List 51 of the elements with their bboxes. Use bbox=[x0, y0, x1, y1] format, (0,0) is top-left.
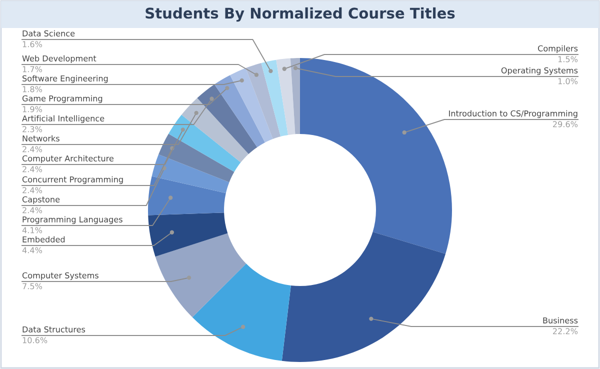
slice-label: Capstone bbox=[22, 196, 60, 204]
donut-slice bbox=[261, 60, 288, 137]
slice-label: Business bbox=[543, 317, 578, 324]
donut-slice bbox=[276, 58, 296, 135]
data-label: 1.5% bbox=[558, 56, 578, 62]
data-label: 22.2% bbox=[553, 328, 578, 334]
donut-slice bbox=[148, 212, 228, 257]
slice-label: Embedded bbox=[22, 236, 65, 242]
data-label: 1.9% bbox=[22, 106, 42, 112]
slice-label: Compilers bbox=[538, 45, 578, 53]
slice-label: Data Science bbox=[22, 30, 75, 36]
donut-slice bbox=[230, 68, 273, 143]
donut-slice bbox=[158, 134, 234, 182]
data-label: 2.4% bbox=[22, 146, 42, 152]
data-label: 1.7% bbox=[22, 66, 42, 72]
data-label: 1.6% bbox=[22, 41, 42, 48]
slice-label: Data Structures bbox=[22, 326, 86, 332]
slice-label: Game Programming bbox=[22, 95, 102, 103]
slice-label: Artificial Intelligence bbox=[22, 115, 104, 123]
chart-title: Students By Normalized Course Titles bbox=[146, 7, 455, 22]
slice-label: Computer Architecture bbox=[22, 155, 114, 163]
donut-slice bbox=[214, 75, 266, 148]
donut-slice bbox=[290, 58, 300, 134]
data-label: 1.0% bbox=[558, 78, 578, 84]
data-label: 2.4% bbox=[22, 207, 42, 214]
donut-slice bbox=[282, 232, 446, 362]
donut-slice bbox=[148, 176, 226, 216]
donut-slice bbox=[152, 154, 230, 194]
data-label: 1.8% bbox=[22, 86, 42, 92]
donut-slice bbox=[192, 264, 291, 361]
slice-label: Introduction to CS/Programming bbox=[449, 110, 578, 118]
data-label: 4.4% bbox=[22, 247, 42, 254]
data-label: 2.4% bbox=[22, 166, 42, 172]
data-label: 7.5% bbox=[22, 283, 42, 290]
donut-slice bbox=[246, 63, 281, 140]
data-label: 2.3% bbox=[22, 126, 42, 132]
data-label: 10.6% bbox=[22, 337, 48, 344]
slice-label: Operating Systems bbox=[501, 67, 578, 75]
donut-slice bbox=[168, 114, 241, 172]
slice-label: Computer Systems bbox=[22, 272, 98, 280]
slice-label: Programming Languages bbox=[22, 216, 122, 224]
slice-label: Web Development bbox=[22, 55, 96, 63]
data-label: 2.4% bbox=[22, 187, 42, 194]
donut-slice bbox=[182, 98, 249, 162]
donut-slice bbox=[197, 84, 258, 154]
slice-label: Networks bbox=[22, 135, 60, 142]
data-label: 29.6% bbox=[553, 121, 578, 128]
donut-slice bbox=[155, 233, 246, 318]
slice-label: Software Engineering bbox=[22, 75, 108, 83]
data-label: 4.1% bbox=[22, 227, 42, 234]
slice-label: Concurrent Programming bbox=[22, 176, 123, 184]
